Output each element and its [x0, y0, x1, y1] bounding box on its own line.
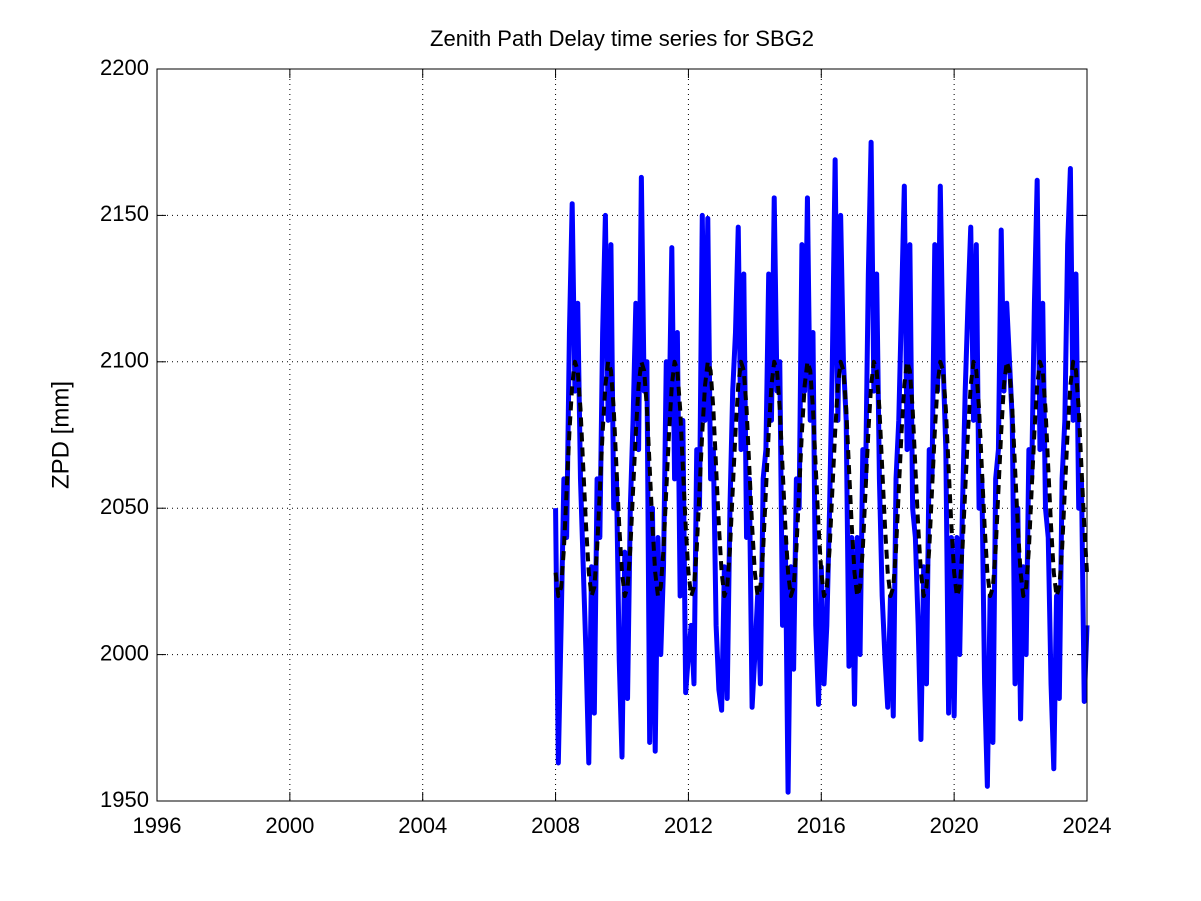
x-tick-label: 2016 [797, 813, 846, 838]
y-tick-label: 1950 [100, 787, 149, 812]
y-tick-label: 2050 [100, 494, 149, 519]
x-tick-label: 2000 [265, 813, 314, 838]
x-tick-label: 2024 [1063, 813, 1112, 838]
chart-title: Zenith Path Delay time series for SBG2 [430, 26, 814, 51]
y-tick-label: 2150 [100, 201, 149, 226]
x-tick-label: 2004 [398, 813, 447, 838]
y-tick-label: 2000 [100, 640, 149, 665]
x-tick-label: 1996 [133, 813, 182, 838]
data-line [553, 359, 1089, 599]
y-tick-label: 2100 [100, 348, 149, 373]
x-tick-label: 2008 [531, 813, 580, 838]
y-axis-label: ZPD [mm] [47, 381, 74, 489]
x-tick-label: 2012 [664, 813, 713, 838]
x-tick-label: 2020 [930, 813, 979, 838]
y-tick-label: 2200 [100, 55, 149, 80]
plot-frame [156, 68, 1088, 802]
